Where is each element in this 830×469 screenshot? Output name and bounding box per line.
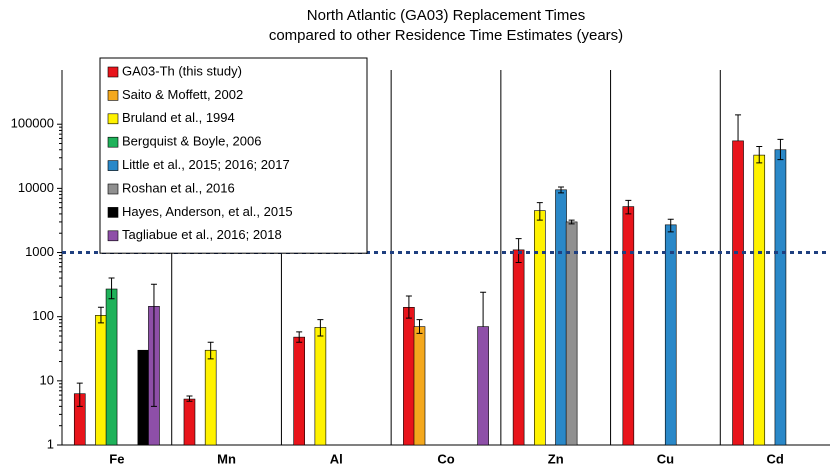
bar: [403, 307, 415, 446]
error-bar: [480, 291, 487, 327]
bar: [774, 149, 787, 446]
legend-label: Tagliabue et al., 2016; 2018: [122, 227, 282, 242]
legend-swatch: [107, 160, 119, 171]
y-tick-label: 10: [40, 372, 54, 387]
legend-label: Roshan et al., 2016: [122, 180, 235, 195]
error-bar: [558, 186, 565, 194]
bar: [413, 326, 426, 446]
error-bar: [667, 218, 674, 233]
x-tick-label: Fe: [109, 451, 124, 466]
error-bar: [108, 277, 115, 300]
x-tick-label: Mn: [217, 451, 236, 466]
error-bar: [150, 283, 157, 407]
error-bar: [76, 382, 83, 407]
legend-swatch: [107, 66, 119, 78]
error-bar: [416, 319, 423, 334]
y-tick-label: 100000: [11, 116, 54, 131]
error-bar: [296, 331, 303, 343]
bar: [314, 327, 327, 446]
error-bar: [756, 145, 763, 164]
legend-label: Little et al., 2015; 2016; 2017: [122, 157, 290, 172]
error-bar: [735, 114, 742, 141]
bar: [183, 398, 196, 446]
y-tick-label: 1000: [25, 244, 54, 259]
error-bar: [568, 219, 575, 225]
bar: [732, 140, 744, 446]
bar: [512, 249, 525, 446]
bar: [204, 349, 217, 446]
x-tick-label: Cd: [766, 451, 783, 466]
legend-swatch: [107, 90, 119, 101]
error-bar: [207, 341, 214, 360]
bar: [555, 189, 567, 446]
bar: [622, 206, 635, 446]
bar: [293, 336, 305, 446]
y-tick-label: 1: [47, 436, 54, 451]
bar: [753, 154, 766, 446]
error-bar: [97, 306, 104, 324]
y-tick-label: 10000: [18, 180, 54, 195]
bar: [565, 221, 578, 446]
legend-label: GA03-Th (this study): [122, 63, 242, 78]
error-bar: [515, 238, 522, 263]
chart-subtitle: compared to other Residence Time Estimat…: [269, 27, 623, 44]
legend-label: Hayes, Anderson, et al., 2015: [122, 204, 293, 219]
legend-swatch: [107, 230, 119, 242]
bar: [664, 224, 677, 446]
error-bar: [536, 202, 543, 221]
x-tick-label: Zn: [548, 451, 564, 466]
chart-title: North Atlantic (GA03) Replacement Times: [307, 7, 585, 24]
error-bar: [186, 395, 193, 402]
legend-swatch: [107, 207, 119, 218]
bar: [105, 288, 118, 446]
error-bar: [317, 319, 324, 337]
y-tick-label: 100: [32, 308, 54, 323]
legend-label: Saito & Moffett, 2002: [122, 87, 243, 102]
legend-label: Bergquist & Boyle, 2006: [122, 134, 261, 149]
error-bar: [625, 199, 632, 215]
bar: [477, 326, 489, 446]
bar: [534, 210, 546, 446]
x-tick-label: Co: [437, 451, 454, 466]
legend-swatch: [107, 183, 119, 195]
x-tick-label: Cu: [657, 451, 674, 466]
bar: [95, 315, 107, 446]
error-bar: [777, 138, 784, 161]
legend-box: [99, 57, 368, 254]
legend-label: Bruland et al., 1994: [122, 110, 235, 125]
bar: [137, 349, 150, 446]
error-bar: [405, 295, 412, 319]
legend-swatch: [107, 113, 119, 125]
legend-swatch: [107, 136, 119, 148]
x-tick-label: Al: [330, 451, 343, 466]
